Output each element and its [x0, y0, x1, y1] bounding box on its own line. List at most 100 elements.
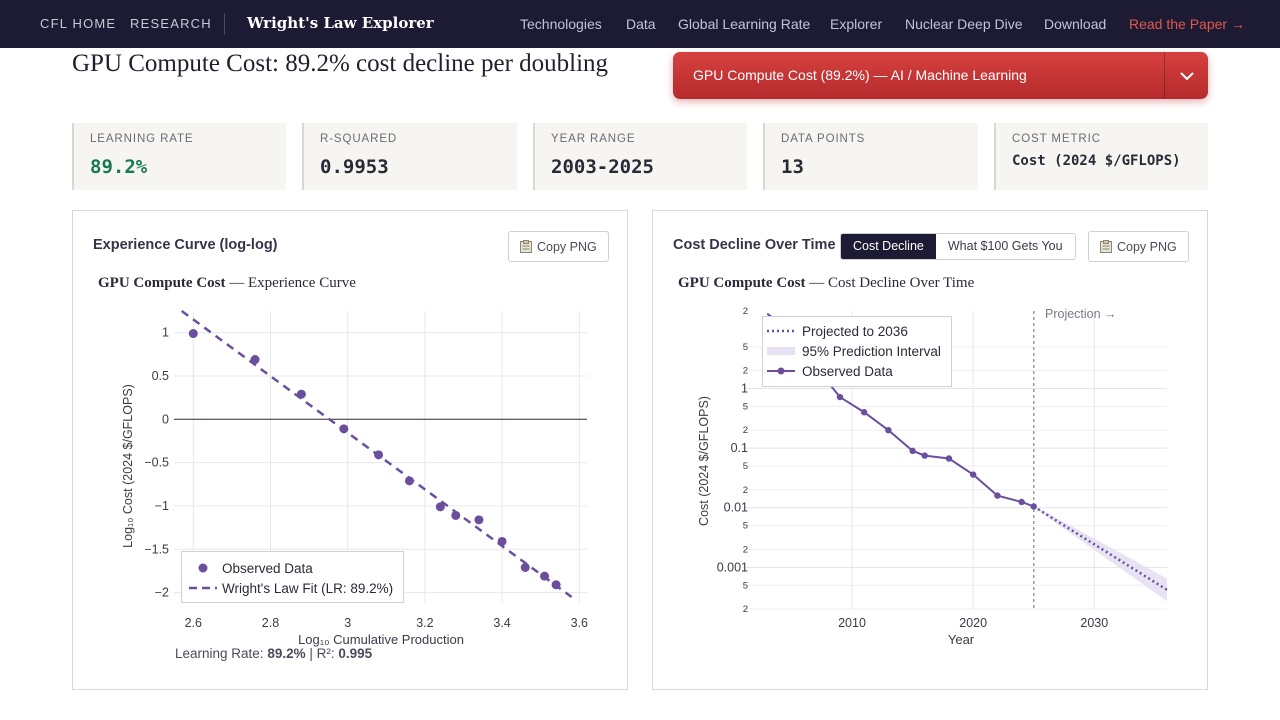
- chart-title-rest: — Cost Decline Over Time: [805, 275, 975, 291]
- y-minor-tick-label: 2: [743, 604, 748, 615]
- footer-label-learning-rate: Learning Rate:: [175, 646, 267, 661]
- footer-label-r2: | R²:: [306, 646, 339, 661]
- projection-annotation: Projection →: [1045, 307, 1117, 321]
- chart-title-rest: — Experience Curve: [225, 275, 356, 291]
- y-tick-label: −1.5: [144, 542, 169, 556]
- stat-value: 13: [781, 156, 804, 178]
- y-axis-label: Cost (2024 $/GFLOPS): [697, 396, 711, 526]
- data-point: [435, 502, 445, 512]
- stat-value: 89.2%: [90, 156, 148, 178]
- toggle-cost-decline[interactable]: Cost Decline: [841, 234, 936, 259]
- projection-line: [1033, 505, 1168, 591]
- legend-label-projected: Projected to 2036: [802, 324, 908, 339]
- x-tick-label: 2010: [838, 616, 866, 630]
- nav-divider: [224, 13, 225, 35]
- stat-value: Cost (2024 $/GFLOPS): [1012, 153, 1181, 169]
- y-tick-label: 1: [741, 382, 748, 396]
- chart-footer: Learning Rate: 89.2% | R²: 0.995: [175, 646, 373, 661]
- y-tick-labels: 1 0.5 0 −0.5 −1 −1.5 −2: [144, 326, 169, 600]
- nav-explorer-link[interactable]: Explorer: [830, 16, 883, 32]
- chart-title: GPU Compute Cost — Cost Decline Over Tim…: [678, 275, 974, 292]
- x-axis-label: Log₁₀ Cumulative Production: [298, 632, 464, 647]
- data-point: [885, 427, 892, 434]
- technology-selector-value: GPU Compute Cost (89.2%) — AI / Machine …: [693, 67, 1027, 83]
- y-minor-tick-label: 2: [743, 306, 748, 317]
- page-title: GPU Compute Cost: 89.2% cost decline per…: [72, 50, 609, 77]
- panel-title: Experience Curve (log-log): [93, 237, 278, 253]
- x-tick-label: 2030: [1080, 616, 1108, 630]
- legend-label-interval: 95% Prediction Interval: [802, 344, 941, 359]
- chevron-down-icon[interactable]: [1177, 67, 1197, 85]
- nav-nuclear-deep-dive-link[interactable]: Nuclear Deep Dive: [905, 16, 1023, 32]
- nav-research-link[interactable]: RESEARCH: [130, 16, 212, 31]
- view-toggle: Cost Decline What $100 Gets You: [840, 233, 1076, 260]
- experience-curve-panel: Experience Curve (log-log) Copy PNG GPU …: [72, 210, 628, 690]
- selector-divider: [1164, 52, 1165, 99]
- legend-marker-observed: [198, 563, 208, 573]
- data-point: [551, 580, 561, 590]
- technology-selector[interactable]: GPU Compute Cost (89.2%) — AI / Machine …: [673, 52, 1208, 99]
- data-point: [404, 476, 414, 486]
- y-minor-tick-label: 2: [743, 544, 748, 555]
- chart-title: GPU Compute Cost — Experience Curve: [98, 275, 356, 292]
- stat-card-data-points: DATA POINTS 13: [763, 123, 978, 190]
- clipboard-icon: [1100, 240, 1112, 253]
- data-point: [860, 409, 868, 416]
- legend-label-observed: Observed Data: [222, 561, 313, 576]
- data-point: [921, 452, 928, 459]
- y-minor-tick-label: 2: [743, 425, 748, 436]
- nav-cfl-home-link[interactable]: CFL HOME: [40, 16, 117, 31]
- data-point: [339, 424, 349, 434]
- y-tick-label: −1: [155, 499, 169, 513]
- data-point: [296, 389, 306, 399]
- nav-data-link[interactable]: Data: [626, 16, 656, 32]
- chart-title-bold: GPU Compute Cost: [678, 275, 806, 291]
- y-minor-tick-label: 5: [743, 401, 748, 412]
- legend-label-fit: Wright's Law Fit (LR: 89.2%): [222, 581, 393, 596]
- copy-png-label: Copy PNG: [1117, 239, 1177, 254]
- app-title[interactable]: Wright's Law Explorer: [247, 14, 434, 32]
- y-tick-label: −2: [155, 586, 169, 600]
- footer-value-learning-rate: 89.2%: [267, 646, 305, 661]
- x-tick-label: 2020: [959, 616, 987, 630]
- y-minor-tick-label: 2: [743, 485, 748, 496]
- stat-label: R-SQUARED: [320, 133, 398, 145]
- data-point: [520, 562, 530, 572]
- data-point: [909, 447, 916, 455]
- stat-value: 2003-2025: [551, 156, 654, 178]
- data-point: [969, 471, 977, 478]
- panel-title: Cost Decline Over Time: [673, 237, 836, 253]
- toggle-what-100-gets-you[interactable]: What $100 Gets You: [935, 234, 1075, 259]
- cost-decline-chart: 2 5 2 5 0.001 2 5 0.01 2 5 0.1 2 5 1 2 2010 2020 2030 Ye…: [697, 306, 1168, 647]
- cost-decline-panel: Cost Decline Over Time Cost Decline What…: [652, 210, 1208, 690]
- stat-value: 0.9953: [320, 156, 389, 178]
- stat-card-learning-rate: LEARNING RATE 89.2%: [72, 123, 286, 190]
- y-axis-label: Log₁₀ Cost (2024 $/GFLOPS): [121, 384, 135, 548]
- legend-label-observed: Observed Data: [802, 364, 893, 379]
- data-point: [188, 329, 198, 339]
- stat-card-cost-metric: COST METRIC Cost (2024 $/GFLOPS): [994, 123, 1208, 190]
- nav-global-learning-rate-link[interactable]: Global Learning Rate: [678, 16, 811, 32]
- x-tick-label: 3.6: [571, 616, 588, 630]
- y-minor-tick-label: 5: [743, 580, 748, 591]
- x-tick-label: 2.8: [262, 616, 279, 630]
- stat-label: DATA POINTS: [781, 133, 866, 145]
- y-tick-label: 0: [162, 412, 169, 426]
- data-point: [994, 492, 1001, 499]
- data-point: [836, 393, 844, 401]
- x-tick-label: 3.2: [416, 616, 433, 630]
- legend: Projected to 2036 95% Prediction Interva…: [762, 316, 952, 387]
- x-axis-label: Year: [948, 632, 975, 647]
- chart-title-bold: GPU Compute Cost: [98, 275, 226, 291]
- nav-technologies-link[interactable]: Technologies: [520, 16, 602, 32]
- data-point: [945, 455, 953, 462]
- top-nav: CFL HOME RESEARCH Wright's Law Explorer …: [0, 0, 1280, 48]
- data-point: [1030, 503, 1037, 510]
- y-minor-tick-label: 5: [743, 521, 748, 532]
- x-tick-labels: 2010 2020 2030: [838, 616, 1108, 630]
- nav-read-paper-link[interactable]: Read the Paper →: [1129, 16, 1245, 32]
- legend-marker-interval: [767, 347, 795, 355]
- copy-png-button[interactable]: Copy PNG: [1088, 231, 1189, 262]
- nav-download-link[interactable]: Download: [1044, 16, 1107, 32]
- copy-png-button[interactable]: Copy PNG: [508, 231, 609, 262]
